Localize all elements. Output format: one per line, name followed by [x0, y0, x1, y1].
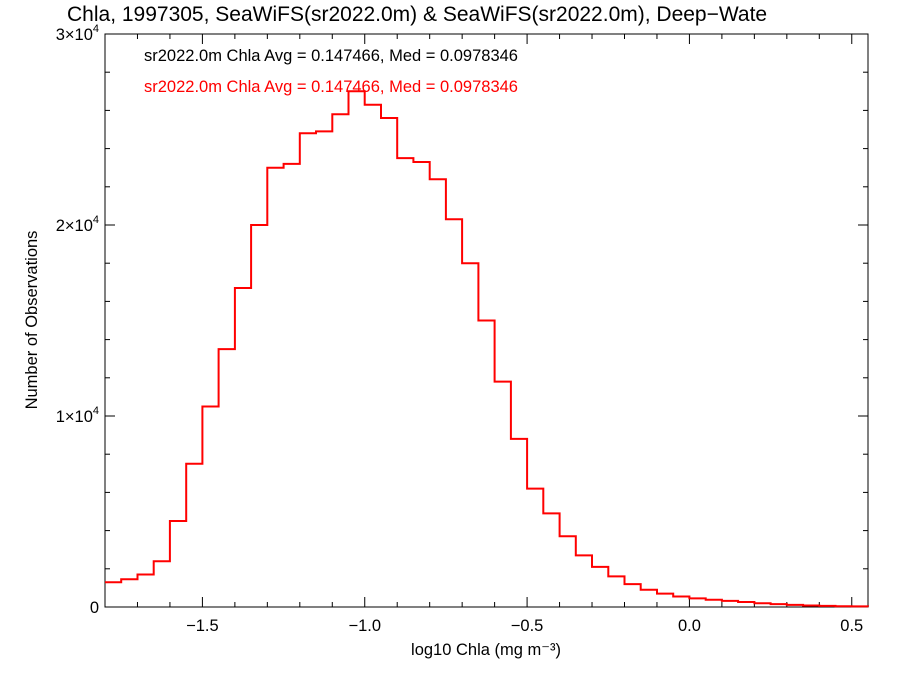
x-axis-label: log10 Chla (mg m⁻³)	[411, 641, 561, 659]
y-axis-label: Number of Observations	[23, 231, 41, 410]
plot-frame	[104, 33, 869, 608]
annotation-stats-black: sr2022.0m Chla Avg = 0.147466, Med = 0.0…	[144, 47, 518, 65]
y-tick-label: 1×104	[56, 405, 99, 426]
chart-title: Chla, 1997305, SeaWiFS(sr2022.0m) & SeaW…	[67, 3, 767, 26]
x-tick-label: −0.5	[511, 617, 544, 635]
y-tick-label: 2×104	[56, 214, 99, 235]
axis-tick-labels: −1.5 −1.0 −0.5 0.0 0.5 0 1×104 2×104 3×104	[56, 23, 864, 635]
x-tick-label: −1.5	[186, 617, 219, 635]
x-tick-label: 0.5	[840, 617, 863, 635]
annotation-stats-red: sr2022.0m Chla Avg = 0.147466, Med = 0.0…	[144, 78, 518, 96]
series-line	[105, 90, 869, 608]
x-tick-label: 0.0	[678, 617, 701, 635]
x-tick-label: −1.0	[348, 617, 381, 635]
plot-area	[104, 33, 869, 608]
y-tick-label: 3×104	[56, 23, 99, 44]
y-tick-label: 0	[90, 599, 99, 617]
